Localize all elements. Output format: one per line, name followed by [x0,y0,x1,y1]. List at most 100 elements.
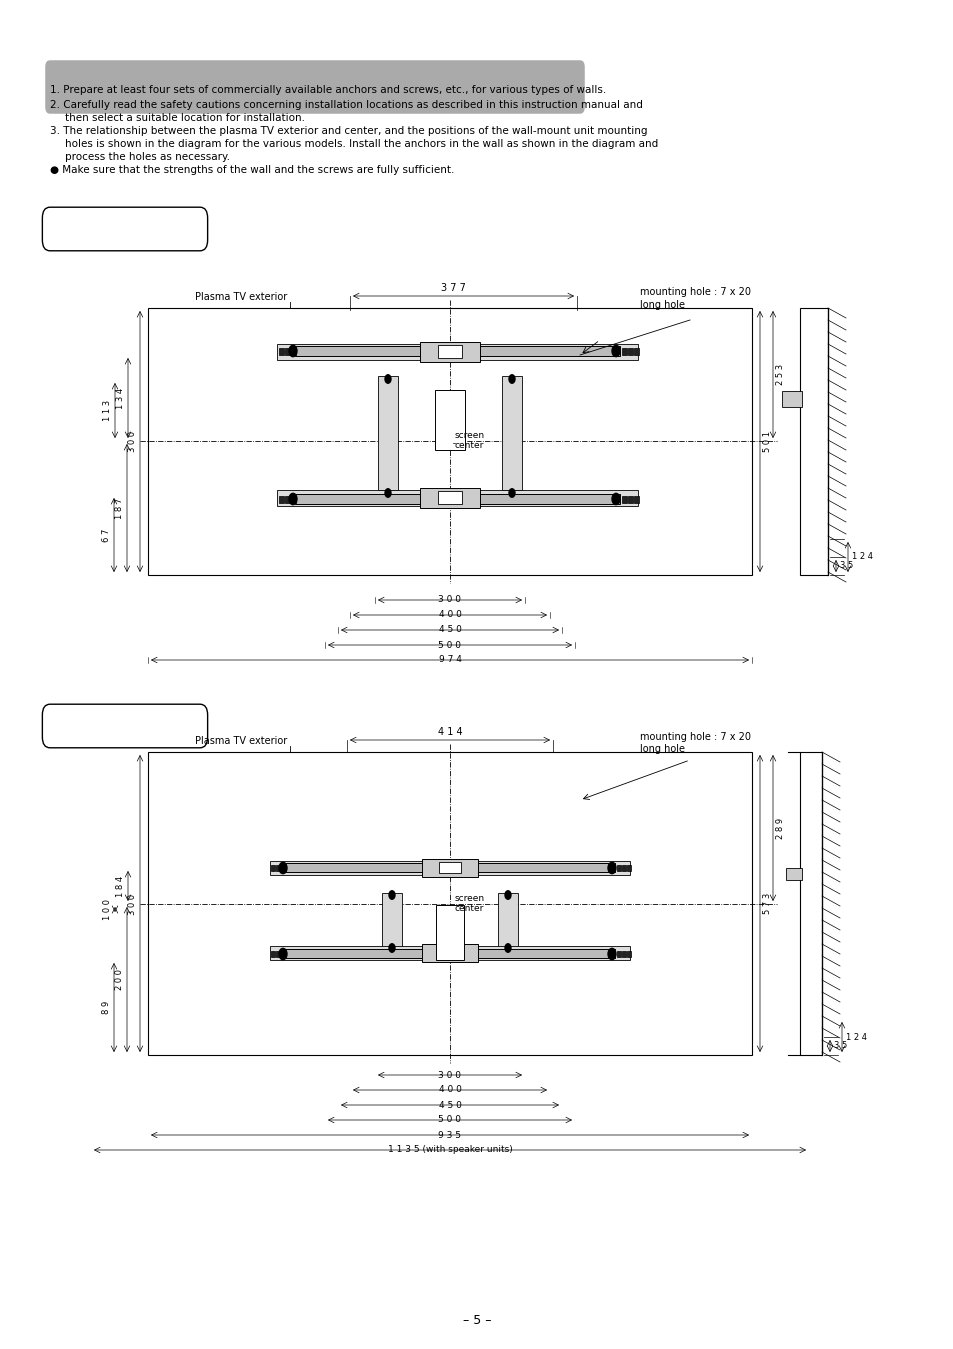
Bar [435,390,464,451]
Bar [438,947,460,958]
Bar [626,951,630,956]
Bar [278,496,284,503]
Circle shape [278,948,287,959]
Text: 1 8 4: 1 8 4 [116,876,125,897]
Circle shape [612,345,619,356]
Bar [621,348,626,355]
Bar [285,496,290,503]
Bar [437,491,461,505]
Circle shape [385,375,391,383]
Bar [281,865,285,871]
Text: mounting hole : 7 x 20: mounting hole : 7 x 20 [639,287,750,297]
Circle shape [504,944,511,952]
Bar [438,862,460,873]
Bar [419,488,479,509]
Bar [436,905,463,960]
Bar [281,951,285,956]
Text: 2 8 9: 2 8 9 [775,817,784,839]
Bar [497,893,517,950]
Text: 2 0 0: 2 0 0 [115,969,124,990]
Text: 5 0 0: 5 0 0 [438,641,461,649]
Circle shape [509,488,515,498]
Bar [437,345,461,357]
Bar [278,348,284,355]
Bar [285,863,615,871]
Bar [148,308,751,575]
Circle shape [278,862,287,874]
Circle shape [607,862,616,874]
Circle shape [389,890,395,900]
Text: 4 0 0: 4 0 0 [438,1086,461,1094]
Text: 5 7 3: 5 7 3 [762,893,771,913]
Bar [291,348,295,355]
Text: 4 0 0: 4 0 0 [438,611,461,619]
Bar [781,391,801,407]
Text: process the holes as necessary.: process the holes as necessary. [65,152,230,162]
Text: mounting hole : 7 x 20: mounting hole : 7 x 20 [639,733,750,742]
Bar [148,751,751,1055]
Text: screen
center: screen center [455,894,485,913]
Text: 3. The relationship between the plasma TV exterior and center, and the positions: 3. The relationship between the plasma T… [50,125,647,136]
Text: Plasma TV exterior: Plasma TV exterior [194,291,287,302]
Text: 1 2 4: 1 2 4 [845,1032,866,1041]
Text: long hole: long hole [639,299,684,310]
Text: 6 7: 6 7 [102,529,111,542]
Bar [634,348,639,355]
Text: 3 5: 3 5 [840,561,852,571]
Bar [275,865,280,871]
Bar [617,951,620,956]
Bar [276,490,638,506]
Text: 3 0 0: 3 0 0 [438,595,461,604]
Text: then select a suitable location for installation.: then select a suitable location for inst… [65,113,305,123]
Bar [627,496,633,503]
Bar [421,859,477,877]
Text: 3 5: 3 5 [833,1041,846,1051]
Text: 5 0 1: 5 0 1 [762,430,771,452]
Text: holes is shown in the diagram for the various models. Install the anchors in the: holes is shown in the diagram for the va… [65,139,658,148]
Bar [294,345,619,356]
Text: screen
center: screen center [455,430,485,451]
Bar [285,948,615,958]
Text: 3 0 0: 3 0 0 [128,430,137,452]
Circle shape [612,494,619,505]
Text: 2. Carefully read the safety cautions concerning installation locations as descr: 2. Carefully read the safety cautions co… [50,100,642,111]
Bar [271,865,274,871]
Text: 5 0 0: 5 0 0 [438,1116,461,1125]
Text: 4 5 0: 4 5 0 [438,1101,461,1109]
Bar [270,861,629,876]
Text: 4 1 4: 4 1 4 [437,727,462,737]
Bar [621,496,626,503]
Circle shape [509,375,515,383]
FancyBboxPatch shape [45,61,584,113]
Text: – 5 –: – 5 – [462,1314,491,1326]
Circle shape [607,948,616,959]
Bar [800,751,821,1055]
Circle shape [289,494,296,505]
Circle shape [289,345,296,356]
Bar [270,946,629,960]
Bar [626,865,630,871]
Bar [621,951,625,956]
Bar [285,348,290,355]
Text: 3 0 0: 3 0 0 [438,1071,461,1079]
Bar [276,344,638,360]
Bar [271,951,274,956]
Bar [381,893,401,950]
Text: 1 1 3 5 (with speaker units): 1 1 3 5 (with speaker units) [387,1145,512,1155]
Text: 9 3 5: 9 3 5 [438,1130,461,1140]
Text: 1 8 7: 1 8 7 [115,498,124,518]
Text: 1 2 4: 1 2 4 [851,553,872,561]
FancyBboxPatch shape [42,208,208,251]
Text: Plasma TV exterior: Plasma TV exterior [194,737,287,746]
Circle shape [389,944,395,952]
Bar [421,944,477,962]
Bar [634,496,639,503]
Bar [294,494,619,505]
Text: ● Make sure that the strengths of the wall and the screws are fully sufficient.: ● Make sure that the strengths of the wa… [50,165,454,175]
Text: 1 3 4: 1 3 4 [116,387,125,409]
Text: 1 0 0: 1 0 0 [103,898,112,920]
Bar [800,308,827,575]
Bar [617,865,620,871]
Bar [275,951,280,956]
Text: 2 5 3: 2 5 3 [775,363,784,384]
